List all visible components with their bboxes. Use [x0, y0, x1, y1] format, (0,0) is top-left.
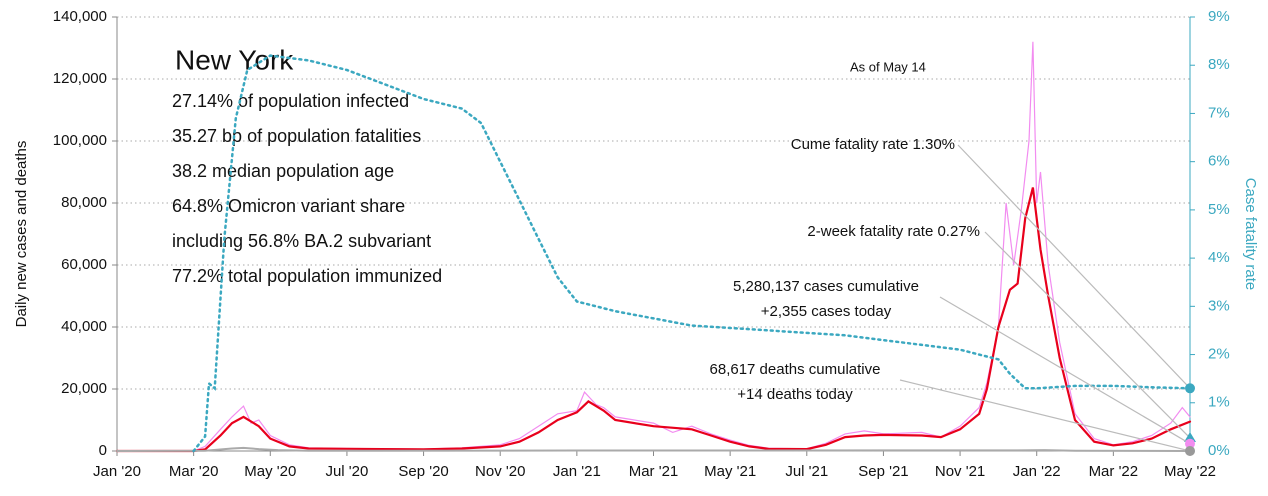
x-tick-label: May '22	[1164, 463, 1216, 480]
x-tick-label: Mar '21	[629, 463, 679, 480]
y2-tick-label: 6%	[1208, 153, 1230, 170]
x-tick-label: Mar '22	[1089, 463, 1139, 480]
y-tick-label: 100,000	[53, 132, 107, 149]
y2-tick-label: 5%	[1208, 201, 1230, 218]
chart-title: New York	[175, 44, 294, 75]
info-line: 64.8% Omicron variant share	[172, 196, 405, 216]
x-tick-label: Sep '20	[398, 463, 448, 480]
marker	[1185, 383, 1195, 394]
as-of: As of May 14	[850, 59, 926, 74]
x-tick-label: Jul '21	[785, 463, 828, 480]
y-tick-label: 60,000	[61, 256, 107, 273]
y2-tick-label: 4%	[1208, 249, 1230, 266]
x-tick-label: Jan '21	[553, 463, 601, 480]
marker	[1184, 431, 1196, 442]
annotation: Cume fatality rate 1.30%	[791, 136, 955, 153]
leader-line	[957, 144, 1191, 389]
annotation: 5,280,137 cases cumulative	[733, 278, 919, 295]
annotation: +2,355 cases today	[761, 303, 892, 320]
x-tick-label: Jan '22	[1013, 463, 1061, 480]
info-line: 77.2% total population immunized	[172, 266, 442, 286]
info-line: 35.27 bp of population fatalities	[172, 126, 421, 146]
x-tick-label: Jan '20	[93, 463, 141, 480]
info-line: including 56.8% BA.2 subvariant	[172, 231, 431, 251]
x-tick-label: May '20	[244, 463, 296, 480]
y2-axis-label: Case fatality rate	[1242, 178, 1259, 291]
marker	[1185, 445, 1195, 456]
y2-tick-label: 1%	[1208, 394, 1230, 411]
series-line	[192, 54, 1192, 453]
series-line	[116, 446, 1191, 452]
y-tick-label: 120,000	[53, 70, 107, 87]
annotation: +14 deaths today	[737, 386, 853, 403]
y-tick-label: 0	[99, 442, 107, 459]
info-line: 38.2 median population age	[172, 161, 394, 181]
y-tick-label: 20,000	[61, 380, 107, 397]
y-axis-label: Daily new cases and deaths	[13, 141, 30, 328]
series-line	[115, 187, 1192, 453]
x-tick-label: Sep '21	[858, 463, 908, 480]
info-line: 27.14% of population infected	[172, 91, 409, 111]
x-tick-label: Jul '20	[325, 463, 368, 480]
y-tick-label: 80,000	[61, 194, 107, 211]
x-tick-label: Nov '21	[935, 463, 985, 480]
y2-tick-label: 2%	[1208, 346, 1230, 363]
annotation: 2-week fatality rate 0.27%	[807, 223, 980, 240]
y2-tick-label: 9%	[1208, 8, 1230, 25]
y-tick-label: 140,000	[53, 8, 107, 25]
y-tick-label: 40,000	[61, 318, 107, 335]
marker	[1185, 438, 1195, 449]
y2-tick-label: 7%	[1208, 104, 1230, 121]
y2-tick-label: 0%	[1208, 442, 1230, 459]
annotation: 68,617 deaths cumulative	[710, 361, 881, 378]
leader-line	[984, 231, 1191, 439]
y2-tick-label: 8%	[1208, 56, 1230, 73]
x-tick-label: May '21	[704, 463, 756, 480]
x-tick-label: Nov '20	[475, 463, 525, 480]
leader-line	[899, 379, 1191, 452]
x-tick-label: Mar '20	[169, 463, 219, 480]
leader-line	[939, 296, 1191, 445]
y2-tick-label: 3%	[1208, 297, 1230, 314]
